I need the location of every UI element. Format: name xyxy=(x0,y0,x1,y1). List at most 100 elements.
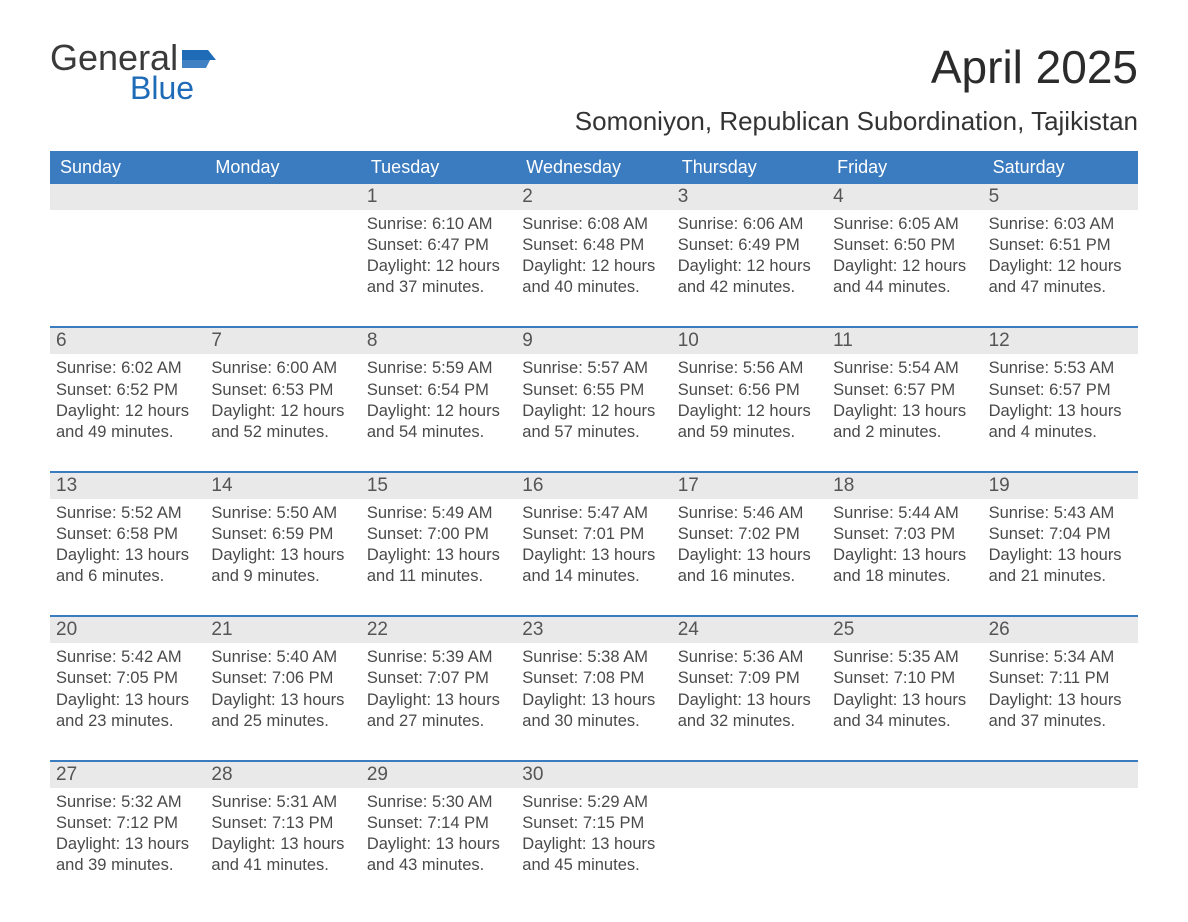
sunrise-line: Sunrise: 5:57 AM xyxy=(522,358,665,379)
sunset-value: 6:50 PM xyxy=(894,236,955,254)
daylight-line-2: and 44 minutes. xyxy=(833,277,976,298)
and-word: and xyxy=(678,712,710,730)
sunrise-value: 5:43 AM xyxy=(1054,504,1115,522)
weeks-container: 12345Sunrise: 6:10 AMSunset: 6:47 PMDayl… xyxy=(50,184,1138,882)
day-cell: Sunrise: 6:08 AMSunset: 6:48 PMDaylight:… xyxy=(516,210,671,304)
daylight-minutes: 21 xyxy=(1021,567,1039,585)
daylight-line-2: and 4 minutes. xyxy=(989,422,1132,443)
day-number-strip: 12345 xyxy=(50,184,1138,210)
sunset-value: 6:49 PM xyxy=(738,236,799,254)
location-subtitle: Somoniyon, Republican Subordination, Taj… xyxy=(575,106,1138,137)
minutes-word: minutes. xyxy=(573,856,640,874)
minutes-word: minutes. xyxy=(106,712,173,730)
daylight-label: Daylight: xyxy=(678,402,747,420)
daylight-hours: 13 xyxy=(1057,402,1075,420)
sunrise-label: Sunrise: xyxy=(56,359,121,377)
sunrise-value: 5:46 AM xyxy=(743,504,804,522)
daylight-label: Daylight: xyxy=(367,257,436,275)
day-number: 30 xyxy=(516,762,671,788)
sunrise-value: 6:03 AM xyxy=(1054,215,1115,233)
daylight-line-2: and 9 minutes. xyxy=(211,566,354,587)
minutes-word: minutes. xyxy=(884,567,951,585)
sunrise-line: Sunrise: 6:02 AM xyxy=(56,358,199,379)
sunset-value: 7:02 PM xyxy=(738,525,799,543)
sunset-value: 6:58 PM xyxy=(117,525,178,543)
sunset-value: 6:53 PM xyxy=(272,381,333,399)
sunrise-value: 6:02 AM xyxy=(121,359,182,377)
day-cell: Sunrise: 5:57 AMSunset: 6:55 PMDaylight:… xyxy=(516,354,671,448)
and-word: and xyxy=(989,423,1021,441)
daylight-line-1: Daylight: 12 hours xyxy=(522,401,665,422)
sunrise-label: Sunrise: xyxy=(211,793,276,811)
daylight-line-1: Daylight: 13 hours xyxy=(211,834,354,855)
daylight-line-1: Daylight: 12 hours xyxy=(367,401,510,422)
daylight-minutes: 34 xyxy=(865,712,883,730)
daylight-line-1: Daylight: 13 hours xyxy=(56,690,199,711)
sunset-line: Sunset: 6:50 PM xyxy=(833,235,976,256)
sunrise-value: 6:10 AM xyxy=(432,215,493,233)
sunrise-value: 5:59 AM xyxy=(432,359,493,377)
sunrise-label: Sunrise: xyxy=(522,648,587,666)
sunrise-line: Sunrise: 6:08 AM xyxy=(522,214,665,235)
sunset-value: 6:55 PM xyxy=(583,381,644,399)
weekday-header: Wednesday xyxy=(516,151,671,184)
daylight-line-2: and 25 minutes. xyxy=(211,711,354,732)
sunset-value: 6:51 PM xyxy=(1049,236,1110,254)
daylight-minutes: 52 xyxy=(244,423,262,441)
daylight-label: Daylight: xyxy=(989,257,1058,275)
day-number: 23 xyxy=(516,617,671,643)
daylight-hours: 13 xyxy=(436,546,454,564)
daylight-line-2: and 37 minutes. xyxy=(989,711,1132,732)
sunset-line: Sunset: 7:14 PM xyxy=(367,813,510,834)
and-word: and xyxy=(678,567,710,585)
sunset-label: Sunset: xyxy=(522,669,583,687)
and-word: and xyxy=(56,567,88,585)
daylight-hours: 13 xyxy=(1057,546,1075,564)
hours-word: hours xyxy=(454,546,500,564)
daylight-line-2: and 18 minutes. xyxy=(833,566,976,587)
daylight-line-1: Daylight: 13 hours xyxy=(989,401,1132,422)
hours-word: hours xyxy=(454,691,500,709)
day-cell: Sunrise: 5:59 AMSunset: 6:54 PMDaylight:… xyxy=(361,354,516,448)
sunset-label: Sunset: xyxy=(989,381,1050,399)
day-cell: Sunrise: 6:06 AMSunset: 6:49 PMDaylight:… xyxy=(672,210,827,304)
and-word: and xyxy=(522,567,554,585)
sunset-line: Sunset: 7:10 PM xyxy=(833,668,976,689)
weekday-header: Monday xyxy=(205,151,360,184)
daylight-minutes: 32 xyxy=(710,712,728,730)
daylight-minutes: 27 xyxy=(399,712,417,730)
minutes-word: minutes. xyxy=(416,567,483,585)
daylight-minutes: 47 xyxy=(1021,278,1039,296)
hours-word: hours xyxy=(1076,257,1122,275)
sunset-value: 7:11 PM xyxy=(1049,669,1109,687)
hours-word: hours xyxy=(454,402,500,420)
sunset-value: 6:48 PM xyxy=(583,236,644,254)
hours-word: hours xyxy=(609,835,655,853)
daylight-line-1: Daylight: 13 hours xyxy=(989,690,1132,711)
minutes-word: minutes. xyxy=(262,712,329,730)
minutes-word: minutes. xyxy=(417,423,484,441)
day-cell: Sunrise: 5:38 AMSunset: 7:08 PMDaylight:… xyxy=(516,643,671,737)
sunrise-line: Sunrise: 5:42 AM xyxy=(56,647,199,668)
day-cell: Sunrise: 5:56 AMSunset: 6:56 PMDaylight:… xyxy=(672,354,827,448)
day-number: 22 xyxy=(361,617,516,643)
sunrise-line: Sunrise: 5:35 AM xyxy=(833,647,976,668)
sunrise-line: Sunrise: 5:39 AM xyxy=(367,647,510,668)
daylight-line-2: and 45 minutes. xyxy=(522,855,665,876)
daylight-line-2: and 39 minutes. xyxy=(56,855,199,876)
day-number-strip: 20212223242526 xyxy=(50,617,1138,643)
daylight-line-1: Daylight: 13 hours xyxy=(522,834,665,855)
and-word: and xyxy=(367,712,399,730)
and-word: and xyxy=(56,856,88,874)
sunset-value: 6:59 PM xyxy=(272,525,333,543)
daylight-label: Daylight: xyxy=(678,257,747,275)
sunset-label: Sunset: xyxy=(833,236,894,254)
sunrise-label: Sunrise: xyxy=(367,215,432,233)
daylight-label: Daylight: xyxy=(678,691,747,709)
sunset-value: 7:15 PM xyxy=(583,814,644,832)
daylight-line-1: Daylight: 12 hours xyxy=(678,256,821,277)
daylight-line-1: Daylight: 12 hours xyxy=(211,401,354,422)
sunrise-line: Sunrise: 5:59 AM xyxy=(367,358,510,379)
minutes-word: minutes. xyxy=(417,712,484,730)
daylight-minutes: 59 xyxy=(710,423,728,441)
